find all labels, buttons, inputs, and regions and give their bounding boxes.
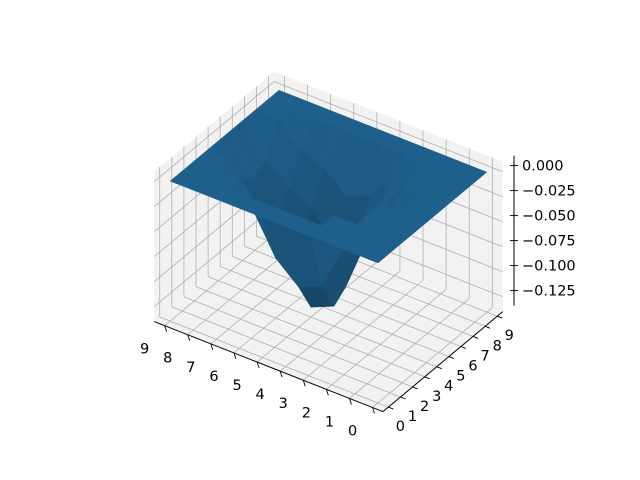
z-tick-label-1: −0.025	[522, 184, 576, 200]
z-tick-label-2: −0.050	[522, 209, 576, 225]
floor-grid-y-1	[171, 306, 401, 398]
y-tick-label-4: 4	[444, 379, 453, 395]
x-tick-7	[210, 343, 214, 350]
axis-lines	[154, 155, 515, 413]
z-tick-label-0: 0.000	[522, 159, 564, 175]
surface-face-0-0	[354, 243, 391, 264]
tick-marks	[164, 165, 518, 414]
floor-grid-y-5	[220, 266, 450, 357]
y-tick-label-6: 6	[468, 358, 477, 374]
x-tick-9	[164, 325, 168, 332]
x-axis-line	[154, 321, 384, 413]
z-tick-label-3: −0.075	[522, 234, 576, 250]
x-tick-0	[372, 407, 375, 414]
y-axis-line	[382, 311, 504, 413]
x-tick-label-3: 3	[279, 396, 288, 412]
floor-pane	[154, 221, 503, 412]
y-tick-2	[412, 386, 418, 390]
z-grid-0	[154, 81, 503, 182]
floor-grid-y-2	[183, 296, 413, 388]
floor-grid-y-4	[207, 276, 437, 368]
z-tick-label-4: −0.100	[522, 259, 576, 275]
floor-grid-x-5	[256, 261, 378, 363]
y-tick-label-7: 7	[480, 348, 489, 364]
y-tick-0	[388, 406, 394, 410]
x-tick-label-4: 4	[256, 387, 265, 403]
x-tick-6	[233, 352, 237, 360]
floor-grid-x-4	[279, 270, 401, 372]
floor-grid-x-2	[326, 289, 447, 390]
y-tick-label-2: 2	[420, 399, 429, 415]
floor-grid-x-0	[372, 307, 493, 408]
x-tick-5	[256, 361, 260, 369]
floor-grid-y-6	[232, 256, 462, 347]
y-tick-label-3: 3	[432, 389, 441, 405]
x-tick-4	[279, 371, 283, 378]
x-tick-label-2: 2	[302, 405, 311, 421]
x-tick-label-1: 1	[325, 414, 334, 430]
y-tick-7	[472, 335, 479, 339]
y-tick-3	[424, 376, 430, 380]
y-tick-label-5: 5	[456, 369, 465, 385]
floor-grid-x-9	[164, 225, 285, 326]
tick-labels: 012345678901234567890.000−0.025−0.050−0.…	[140, 159, 576, 440]
x-tick-label-7: 7	[186, 360, 195, 376]
x-tick-label-9: 9	[140, 342, 149, 358]
y-tick-6	[460, 346, 467, 349]
y-tick-label-9: 9	[505, 328, 514, 344]
floor-grid-x-3	[302, 279, 424, 381]
z-tick-label-5: −0.125	[522, 284, 576, 300]
x-tick-label-6: 6	[209, 369, 218, 385]
surface	[169, 89, 488, 308]
y-tick-5	[448, 356, 455, 360]
y-tick-4	[436, 366, 442, 370]
x-tick-3	[302, 380, 306, 387]
x-tick-label-5: 5	[232, 378, 241, 394]
x-tick-8	[187, 334, 191, 341]
y-tick-9	[497, 315, 503, 319]
y-tick-label-1: 1	[408, 409, 417, 425]
y-tick-1	[400, 396, 406, 400]
y-tick-label-8: 8	[493, 338, 502, 354]
floor-grid-y-0	[159, 316, 389, 408]
floor-grid-y-3	[195, 286, 425, 378]
y-tick-label-0: 0	[396, 419, 405, 435]
x-tick-label-8: 8	[163, 351, 172, 367]
floor-grid-x-1	[349, 298, 470, 399]
y-tick-8	[485, 325, 491, 329]
x-tick-label-0: 0	[348, 424, 357, 440]
x-tick-1	[349, 398, 352, 405]
x-tick-2	[325, 389, 329, 396]
